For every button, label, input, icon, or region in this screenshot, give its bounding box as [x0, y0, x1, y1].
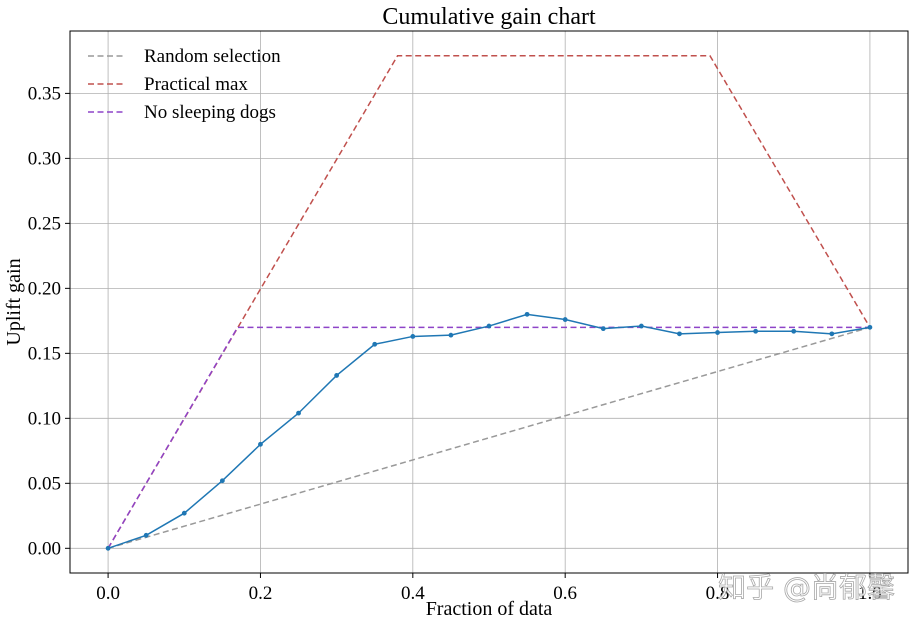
x-tick-label: 0.6 — [553, 583, 577, 604]
random-selection-legend-label: Random selection — [144, 46, 281, 67]
axis-ticks: 0.0 0.2 0.4 0.6 0.8 1.0 0.00 0.05 0.10 0.15 0.20 0.… — [28, 83, 882, 604]
model-point — [600, 326, 606, 332]
practical-max-line — [107, 54, 871, 549]
y-tick-label: 0.30 — [28, 148, 61, 169]
plot-frame — [69, 30, 909, 574]
legend: Random selection Practical max No sleeping… — [88, 46, 281, 123]
series-layer — [105, 54, 873, 551]
y-tick-label: 0.05 — [28, 473, 61, 494]
model-point — [334, 373, 340, 378]
model-point — [638, 323, 644, 329]
no-sleeping-dogs-legend-label: No sleeping dogs — [144, 102, 276, 123]
no-sleeping-dogs-line — [107, 326, 870, 549]
model-point — [753, 328, 759, 334]
y-axis-label: Uplift gain — [3, 258, 25, 345]
model-point — [677, 331, 682, 337]
y-tick-label: 0.35 — [28, 83, 61, 104]
model-point — [448, 332, 454, 338]
x-tick-label: 0.2 — [249, 583, 273, 604]
model-point — [486, 323, 492, 329]
model-point — [105, 545, 111, 551]
y-tick-label: 0.20 — [28, 278, 61, 299]
model-point — [181, 510, 187, 516]
x-tick-label: 0.8 — [706, 583, 730, 604]
x-tick-label: 0.0 — [96, 583, 120, 604]
model-point — [562, 317, 568, 322]
practical-max-legend-label: Practical max — [144, 74, 248, 95]
model-point — [219, 478, 225, 484]
x-axis-label: Fraction of data — [426, 598, 553, 620]
model-point — [296, 410, 301, 416]
model-point — [143, 532, 149, 538]
model-point — [372, 341, 378, 347]
y-tick-label: 0.00 — [28, 538, 61, 559]
random-selection-line — [107, 326, 871, 550]
model-line — [107, 313, 871, 550]
chart-title: Cumulative gain chart — [382, 4, 596, 30]
model-point — [715, 330, 720, 335]
grid-lines — [70, 31, 908, 573]
model-point — [410, 334, 416, 339]
model-point — [524, 311, 530, 317]
model-point — [791, 328, 797, 334]
y-tick-label: 0.25 — [28, 213, 61, 234]
x-tick-label: 1.0 — [858, 583, 882, 604]
model-point — [829, 331, 835, 337]
model-point — [258, 441, 263, 447]
y-tick-label: 0.15 — [28, 343, 61, 364]
x-tick-label: 0.4 — [401, 583, 425, 604]
watermark-text: 知乎 @尚郁馨 — [718, 571, 895, 604]
model-point — [867, 324, 873, 330]
y-tick-label: 0.10 — [28, 408, 61, 429]
